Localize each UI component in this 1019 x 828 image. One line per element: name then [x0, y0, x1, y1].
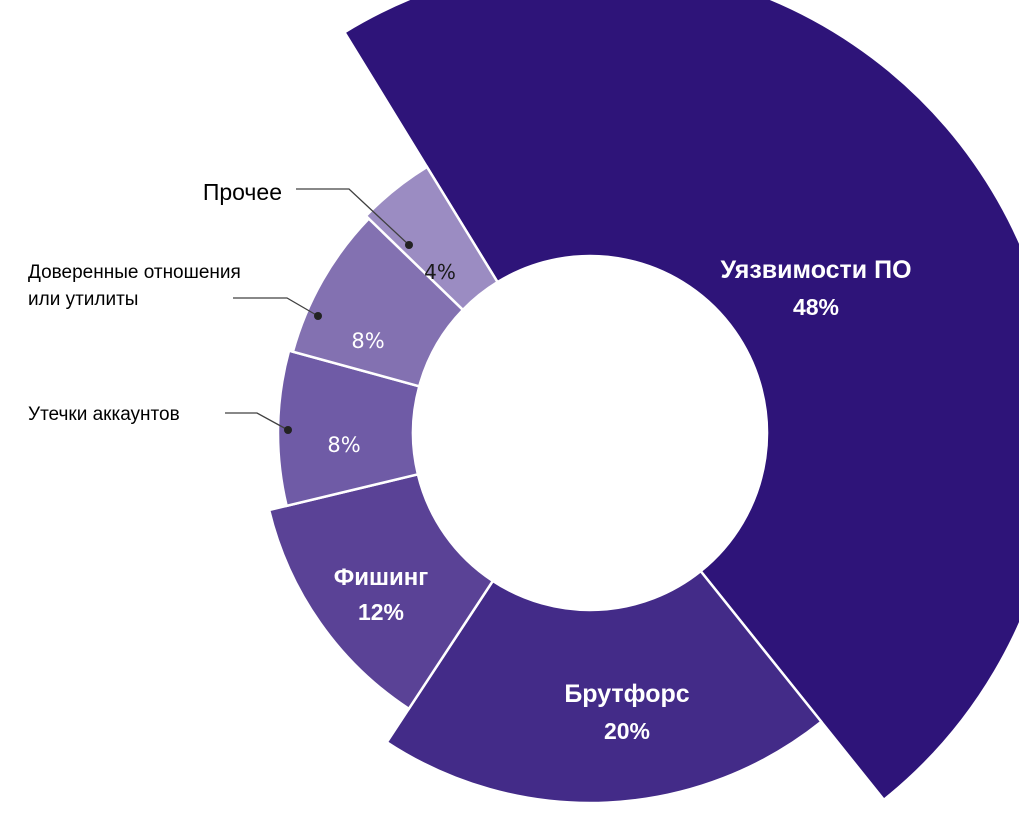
- label-other-pct: 4%: [424, 260, 456, 284]
- label-trusted-pct: 8%: [351, 329, 384, 353]
- label-vuln-name: Уязвимости ПО: [720, 256, 911, 284]
- label-phish-name: Фишинг: [334, 564, 429, 591]
- slice-phish: [267, 472, 495, 711]
- slices-group: [267, 0, 1019, 805]
- label-leaks-pct: 8%: [327, 433, 360, 457]
- label-brute-name: Брутфорс: [564, 680, 689, 708]
- leader-other-dot: [405, 241, 413, 249]
- label-vuln-pct: 48%: [793, 294, 839, 320]
- slice-brute: [385, 569, 824, 805]
- label-trusted-line1: Доверенные отношения: [28, 262, 241, 283]
- leader-leaks: [225, 412, 289, 431]
- label-trusted-line2: или утилиты: [28, 289, 138, 310]
- label-leaks-name: Утечки аккаунтов: [28, 404, 180, 425]
- leader-leaks-dot: [284, 426, 292, 434]
- label-other-name: Прочее: [203, 179, 282, 205]
- leader-trusted: [233, 297, 319, 317]
- slice-leaks: [276, 349, 421, 508]
- leader-trusted-dot: [314, 312, 322, 320]
- label-phish-pct: 12%: [358, 599, 404, 625]
- leader-other: [296, 188, 410, 246]
- slice-vuln: [342, 0, 1019, 802]
- label-brute-pct: 20%: [604, 718, 650, 744]
- leader-lines-group: [225, 188, 413, 434]
- slice-other: [364, 165, 500, 312]
